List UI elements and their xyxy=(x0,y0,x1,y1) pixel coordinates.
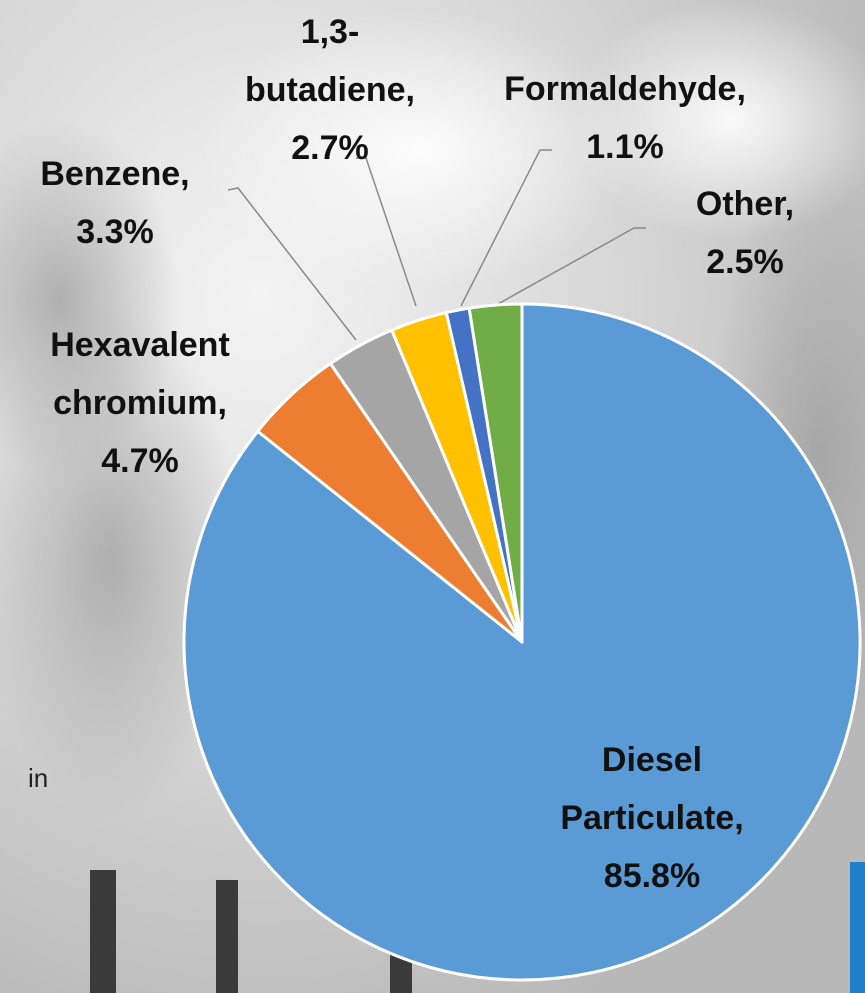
data-label-line: Benzene, xyxy=(40,155,189,193)
data-label-line: 2.7% xyxy=(291,129,369,167)
chart: in Diesel Particulate, 85.8% Hexavalent chro… xyxy=(0,0,865,993)
data-label-line: Formaldehyde, xyxy=(504,70,746,108)
data-label-line: 1.1% xyxy=(586,128,664,166)
data-label-line: chromium, xyxy=(53,384,227,422)
data-label-line: 1,3- xyxy=(301,13,360,51)
data-label-line: Diesel xyxy=(602,741,702,779)
data-label-line: 85.8% xyxy=(604,857,700,895)
page: {"chart_data": {"type": "pie", "labels":… xyxy=(0,0,865,993)
background-text: in xyxy=(28,763,48,793)
data-label-line: Particulate, xyxy=(560,799,743,837)
data-label-line: Other, xyxy=(696,185,794,223)
pie xyxy=(184,304,860,980)
data-label-line: Hexavalent xyxy=(50,326,230,364)
data-label-line: 2.5% xyxy=(706,243,784,281)
data-label-line: 3.3% xyxy=(76,213,154,251)
data-label-line: 4.7% xyxy=(101,442,179,480)
data-label-line: butadiene, xyxy=(245,71,415,109)
